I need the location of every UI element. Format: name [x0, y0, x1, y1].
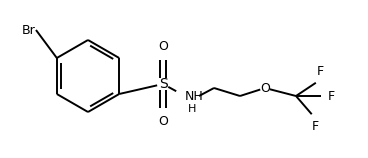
Text: NH: NH	[185, 89, 204, 103]
Text: O: O	[260, 82, 270, 94]
Text: F: F	[311, 120, 319, 133]
Text: O: O	[158, 115, 168, 128]
Text: O: O	[158, 40, 168, 53]
Text: H: H	[188, 104, 196, 114]
Text: Br: Br	[22, 24, 36, 36]
Text: F: F	[316, 65, 323, 78]
Text: F: F	[328, 89, 335, 103]
Text: S: S	[159, 77, 167, 91]
